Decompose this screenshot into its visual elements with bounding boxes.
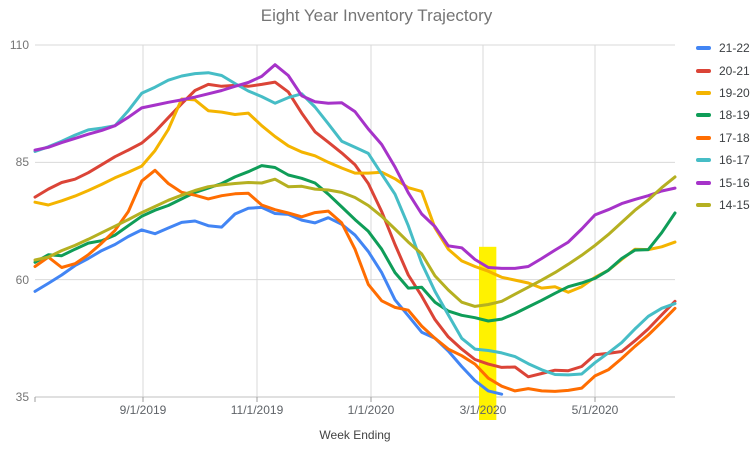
legend-item-17-18[interactable]: 17-18 (696, 127, 750, 149)
y-tick-label: 110 (9, 38, 29, 52)
legend-label: 21-22 (719, 41, 750, 56)
series-line-17-18 (33, 168, 677, 393)
x-tick-label: 1/1/2020 (347, 403, 395, 417)
legend-label: 15-16 (719, 175, 750, 190)
series-line-18-19 (33, 164, 677, 323)
legend-item-14-15[interactable]: 14-15 (696, 194, 750, 216)
x-tick-label: 11/1/2019 (230, 403, 284, 417)
y-tick-label: 85 (15, 155, 29, 170)
x-tick-label: 3/1/2020 (459, 403, 507, 417)
legend-label: 18-19 (719, 108, 750, 123)
y-tick-label: 35 (15, 390, 29, 404)
x-tick-label: 9/1/2019 (119, 403, 167, 417)
legend-swatch-icon (696, 202, 711, 207)
legend-swatch-icon (696, 90, 711, 95)
legend-item-19-20[interactable]: 19-20 (696, 82, 750, 104)
legend-label: 16-17 (719, 153, 750, 168)
legend-item-21-22[interactable]: 21-22 (696, 37, 750, 59)
legend-swatch-icon (696, 113, 711, 118)
legend-label: 20-21 (719, 63, 750, 78)
series-line-16-17 (33, 71, 677, 377)
series-line-21-22 (33, 205, 504, 396)
y-tick-label: 60 (15, 272, 29, 287)
legend-label: 17-18 (719, 130, 750, 145)
legend-swatch-icon (696, 135, 711, 140)
series-line-20-21 (33, 80, 677, 379)
legend-item-15-16[interactable]: 15-16 (696, 171, 750, 193)
series-line-15-16 (33, 63, 677, 270)
chart-title: Eight Year Inventory Trajectory (260, 6, 493, 25)
series-line-19-20 (33, 97, 677, 294)
chart-legend: 21-22 20-21 19-20 18-19 17-18 16-17 15-16 14-15 (696, 37, 750, 216)
legend-label: 19-20 (719, 85, 750, 100)
legend-item-18-19[interactable]: 18-19 (696, 104, 750, 126)
x-axis-title: Week Ending (319, 428, 391, 442)
legend-item-20-21[interactable]: 20-21 (696, 59, 750, 81)
legend-swatch-icon (696, 46, 711, 51)
legend-label: 14-15 (719, 197, 750, 212)
series-line-14-15 (33, 175, 677, 308)
highlight-band (479, 246, 497, 420)
legend-swatch-icon (696, 180, 711, 185)
legend-swatch-icon (696, 158, 711, 163)
x-tick-label: 5/1/2020 (571, 403, 619, 417)
legend-item-16-17[interactable]: 16-17 (696, 149, 750, 171)
legend-swatch-icon (696, 68, 711, 73)
